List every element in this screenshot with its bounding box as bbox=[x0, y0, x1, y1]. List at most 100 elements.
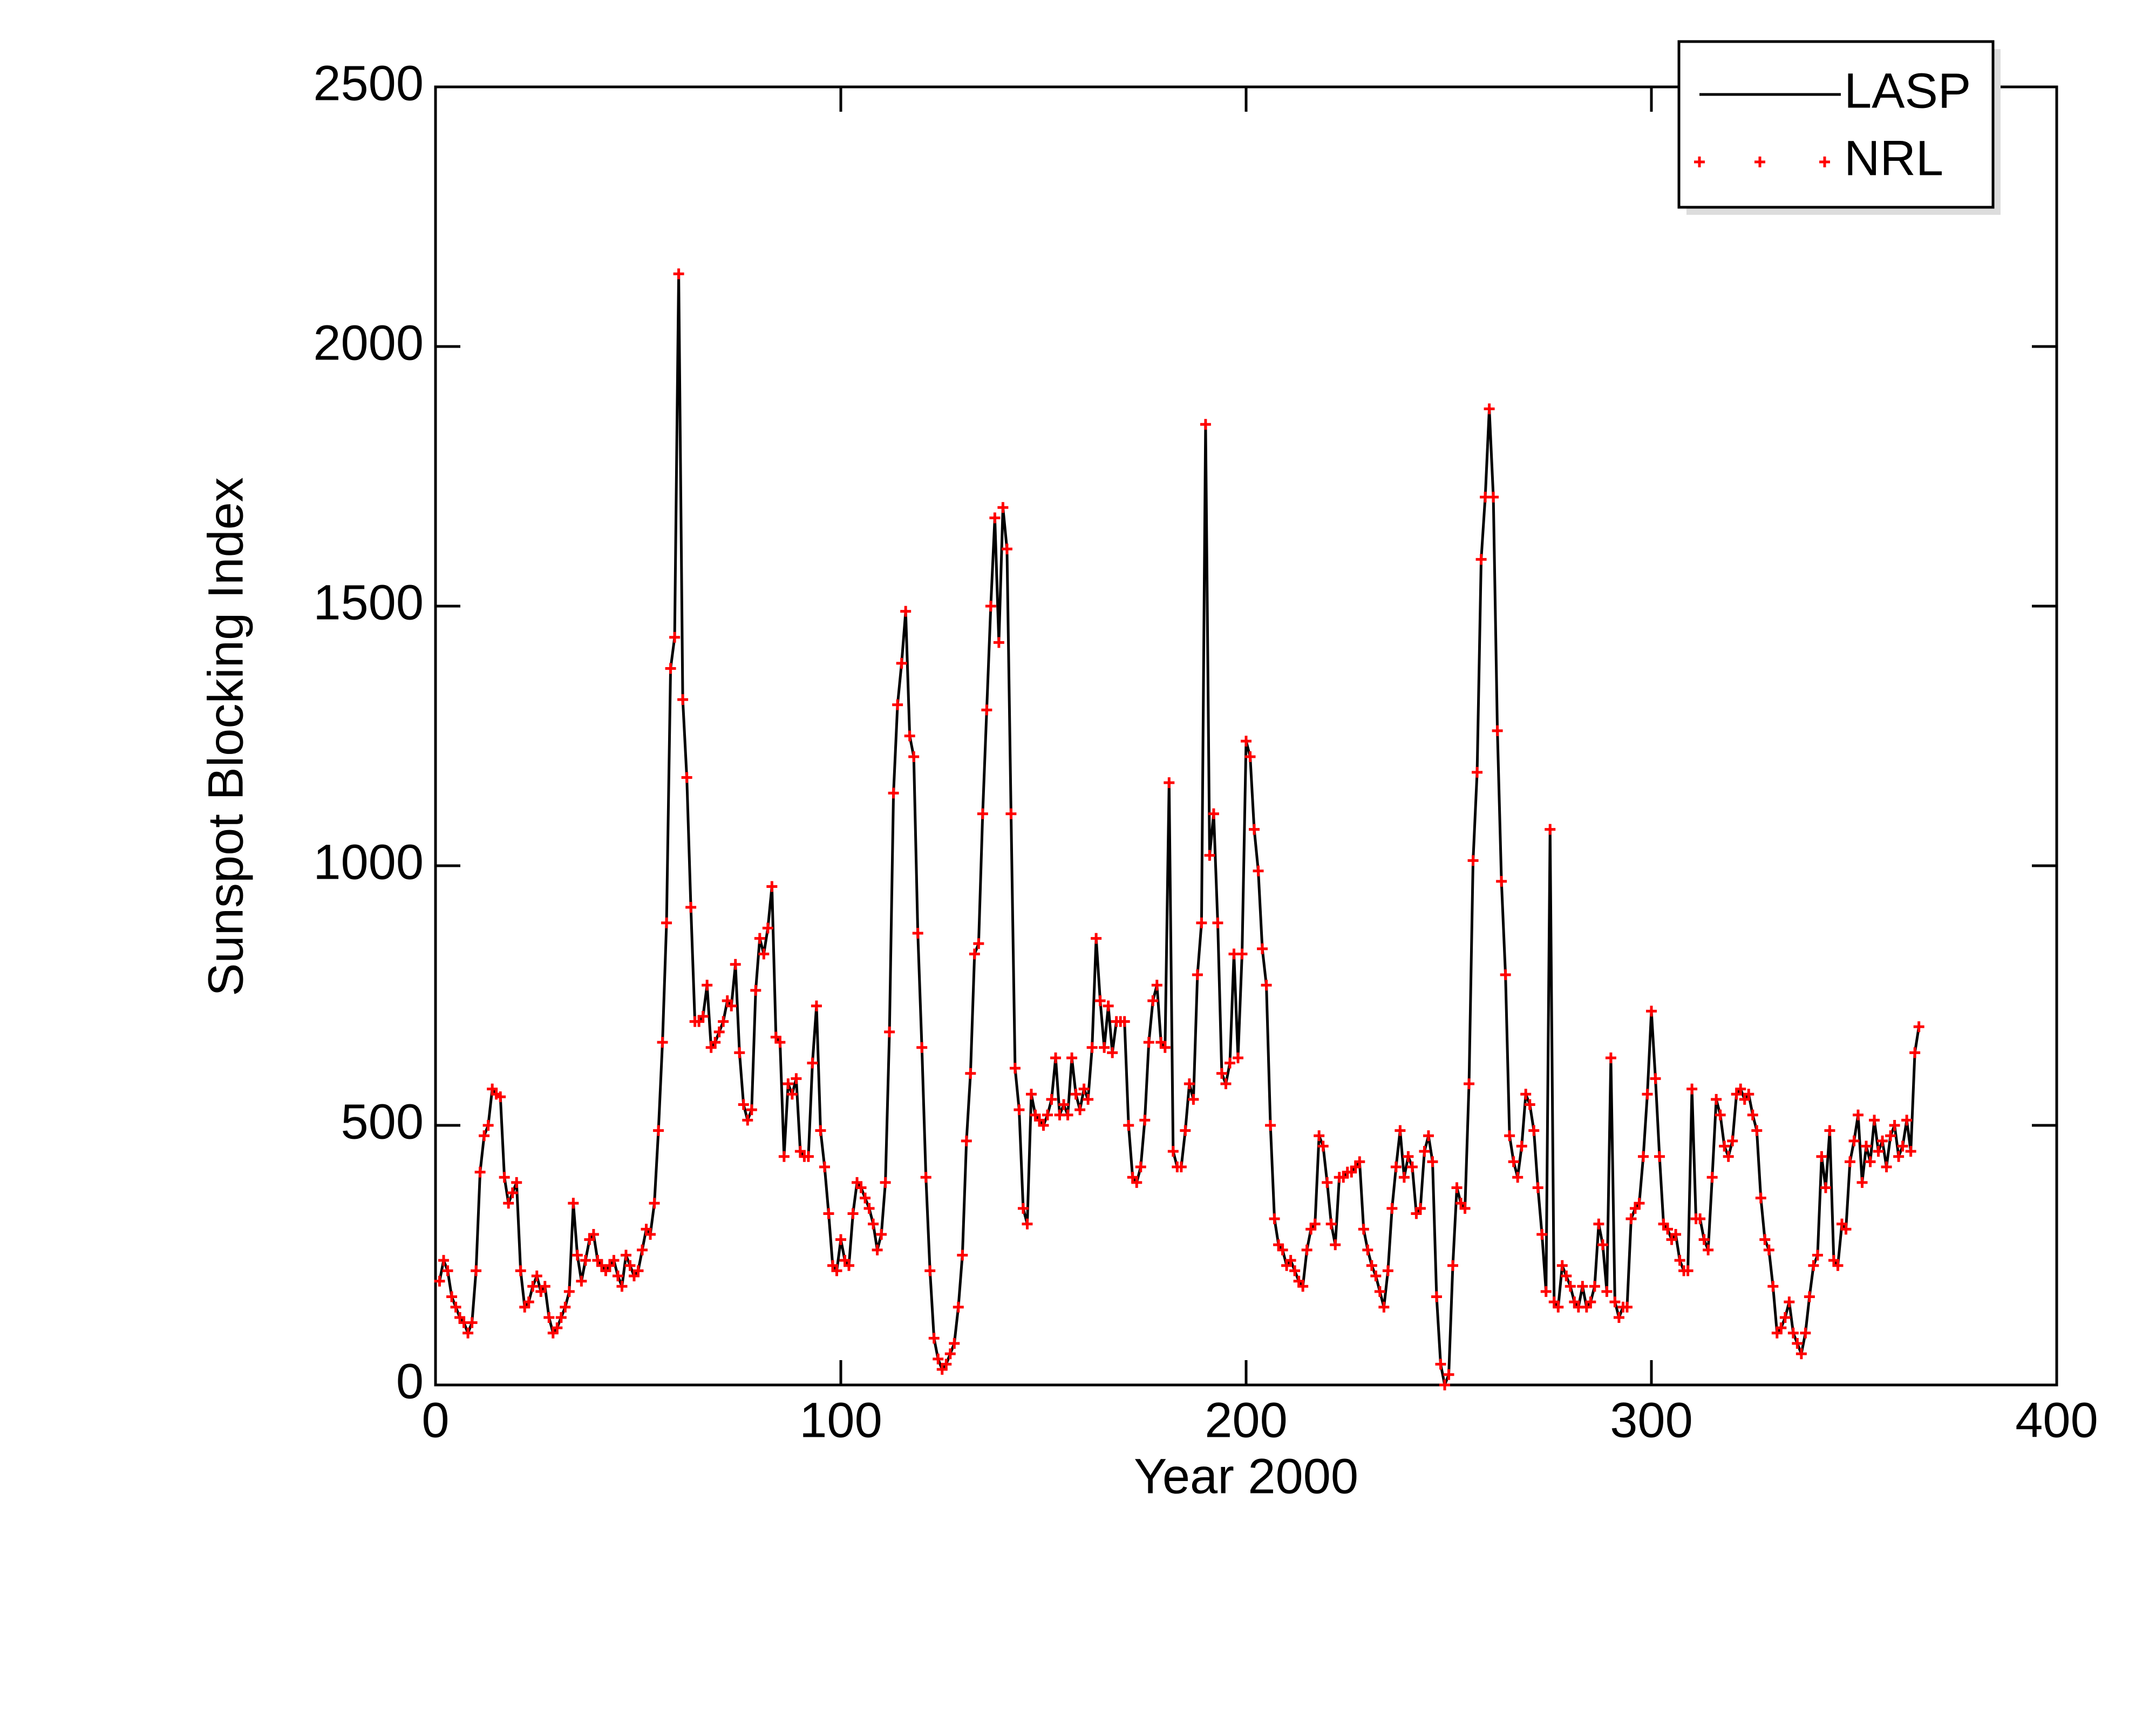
series-point bbox=[1540, 1286, 1552, 1297]
series-point bbox=[1423, 1130, 1434, 1142]
series-point bbox=[1682, 1265, 1693, 1276]
series-point bbox=[1706, 1172, 1718, 1183]
legend-marker bbox=[1754, 157, 1765, 167]
series-point bbox=[863, 1203, 875, 1214]
series-point bbox=[802, 1151, 814, 1162]
series-point bbox=[1475, 554, 1487, 565]
series-point bbox=[466, 1317, 478, 1328]
series-point bbox=[1066, 1052, 1078, 1063]
series-point bbox=[1755, 1192, 1766, 1204]
series-point bbox=[645, 1229, 656, 1240]
series-point bbox=[884, 1026, 895, 1037]
series-point bbox=[1277, 1244, 1288, 1255]
series-point bbox=[1792, 1338, 1803, 1349]
series-point bbox=[1492, 725, 1503, 736]
series-point bbox=[1840, 1224, 1852, 1235]
series-point bbox=[766, 881, 778, 892]
series-point bbox=[1905, 1146, 1916, 1157]
series-point bbox=[1856, 1177, 1868, 1188]
series-point bbox=[1516, 1140, 1527, 1152]
series-point bbox=[552, 1322, 563, 1334]
series-point bbox=[434, 1275, 445, 1287]
series-point bbox=[872, 1244, 883, 1255]
series-point bbox=[1613, 1312, 1624, 1323]
series-point bbox=[1496, 875, 1507, 887]
series-point bbox=[981, 704, 992, 716]
series-point bbox=[1058, 1099, 1070, 1110]
series-point bbox=[1670, 1229, 1682, 1240]
series-point bbox=[1261, 980, 1272, 991]
series-point bbox=[1662, 1224, 1674, 1235]
series-point bbox=[1484, 403, 1495, 415]
series-point bbox=[997, 502, 1009, 513]
series-point bbox=[1208, 808, 1219, 819]
series-point bbox=[1488, 491, 1499, 502]
series-point bbox=[1025, 1089, 1037, 1100]
series-point bbox=[1824, 1125, 1835, 1136]
series-point bbox=[576, 1275, 587, 1287]
series-point bbox=[685, 901, 697, 913]
series-point bbox=[1285, 1255, 1296, 1266]
series-point bbox=[876, 1229, 887, 1240]
series-point bbox=[1180, 1125, 1191, 1136]
series-point bbox=[953, 1301, 964, 1313]
series-point bbox=[1784, 1296, 1795, 1308]
series-point bbox=[965, 1068, 976, 1079]
series-point bbox=[1083, 1094, 1094, 1105]
series-point bbox=[1435, 1359, 1446, 1370]
series-point bbox=[1317, 1140, 1329, 1152]
series-point bbox=[1650, 1073, 1661, 1084]
series-point bbox=[665, 663, 676, 674]
series-point bbox=[1001, 544, 1012, 555]
series-point bbox=[1751, 1125, 1763, 1136]
series-point bbox=[791, 1073, 802, 1084]
series-point bbox=[1512, 1172, 1524, 1183]
series-point bbox=[860, 1192, 871, 1204]
series-point bbox=[1909, 1047, 1921, 1058]
series-point bbox=[1727, 1135, 1738, 1146]
series-point bbox=[1524, 1099, 1535, 1110]
series-point bbox=[1017, 1203, 1029, 1214]
series-point bbox=[738, 1099, 749, 1110]
series-point bbox=[928, 1333, 940, 1344]
series-point bbox=[637, 1244, 648, 1255]
series-point bbox=[989, 512, 1001, 524]
series-point bbox=[977, 808, 988, 819]
series-point bbox=[1686, 1083, 1698, 1095]
series-point bbox=[811, 1000, 822, 1011]
series-point bbox=[1536, 1229, 1548, 1240]
legend-label: NRL bbox=[1844, 131, 1943, 186]
series-point bbox=[944, 1348, 956, 1360]
series-point bbox=[1528, 1125, 1540, 1136]
series-point bbox=[697, 1010, 709, 1022]
x-tick-label: 100 bbox=[799, 1393, 882, 1448]
series-point bbox=[924, 1265, 936, 1276]
series-point bbox=[1204, 850, 1215, 861]
series-point bbox=[973, 938, 984, 949]
series-point bbox=[1107, 1047, 1118, 1058]
series-point bbox=[1046, 1094, 1057, 1105]
series-point bbox=[1236, 948, 1248, 960]
series-point bbox=[1800, 1327, 1811, 1339]
series-point bbox=[1188, 1094, 1199, 1105]
series-point bbox=[624, 1260, 636, 1271]
y-tick-label: 0 bbox=[396, 1354, 424, 1409]
series-point bbox=[1103, 1000, 1114, 1011]
series-point bbox=[730, 959, 741, 970]
series-point bbox=[1398, 1172, 1410, 1183]
series-point bbox=[1403, 1151, 1414, 1162]
series-point bbox=[1427, 1156, 1438, 1167]
series-point bbox=[1370, 1270, 1382, 1281]
series-point bbox=[1889, 1120, 1900, 1131]
series-point bbox=[933, 1353, 944, 1364]
series-point bbox=[1232, 1052, 1243, 1063]
series-point bbox=[1747, 1109, 1758, 1120]
plot-frame bbox=[434, 85, 2058, 1387]
series-point bbox=[1224, 1057, 1235, 1069]
series-point bbox=[1386, 1203, 1398, 1214]
series-point bbox=[807, 1057, 818, 1069]
series-point bbox=[949, 1338, 960, 1349]
series-point bbox=[713, 1026, 725, 1037]
series-point bbox=[616, 1281, 628, 1292]
x-axis-label: Year 2000 bbox=[1134, 1449, 1358, 1504]
